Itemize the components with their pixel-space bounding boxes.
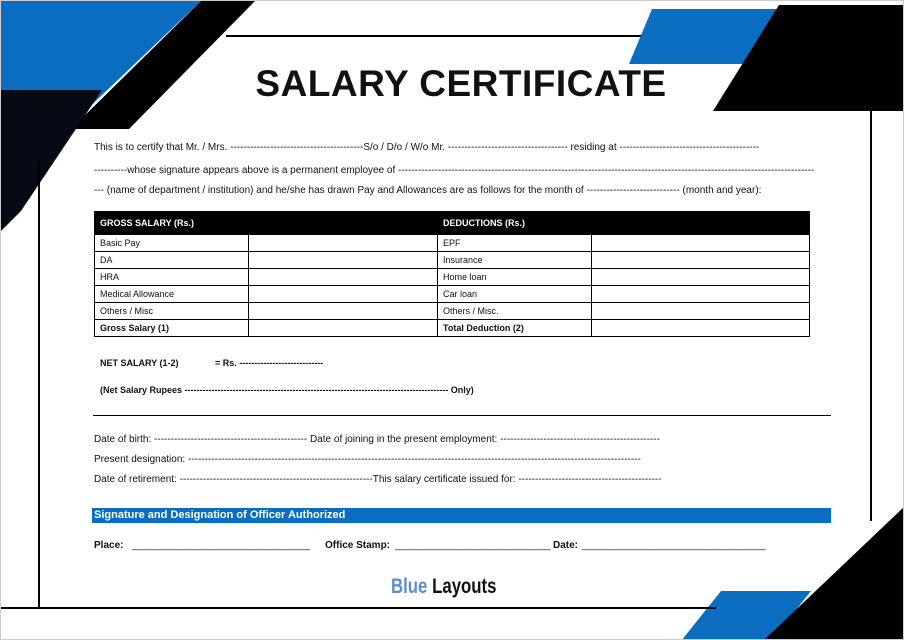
top-left-black-stripe (71, 1, 255, 129)
deduction-label: EPF (437, 234, 592, 252)
gross-total-cell[interactable] (248, 319, 438, 337)
earning-label: DA (94, 251, 249, 269)
earning-amount-cell[interactable] (248, 234, 438, 252)
date-field[interactable]: _________________________________ (582, 540, 766, 551)
deduction-label: Car loan (437, 285, 592, 303)
deduction-amount-cell[interactable] (591, 302, 810, 320)
office-stamp-label: Office Stamp: (325, 540, 391, 551)
salary-table: GROSS SALARY (Rs.) DEDUCTIONS (Rs.) Basi… (94, 211, 810, 337)
intro-line-2: ----------whose signature appears above … (94, 165, 815, 176)
place-field[interactable]: ________________________________ (132, 540, 310, 551)
earning-amount-cell[interactable] (248, 302, 438, 320)
deduction-label: Others / Misc. (437, 302, 592, 320)
earning-label: HRA (94, 268, 249, 286)
gross-salary-header: GROSS SALARY (Rs.) (94, 211, 438, 235)
top-right-black-shape (713, 5, 903, 111)
deduction-label: Insurance (437, 251, 592, 269)
details-line-2: Present designation: -------------------… (94, 454, 641, 465)
office-stamp-field[interactable]: ____________________________ (395, 540, 551, 551)
table-header: GROSS SALARY (Rs.) DEDUCTIONS (Rs.) (94, 211, 810, 235)
earning-amount-cell[interactable] (248, 268, 438, 286)
logo-blue-text: Blue (391, 575, 428, 598)
deduction-amount-cell[interactable] (591, 285, 810, 303)
deduction-total-cell[interactable] (591, 319, 810, 337)
details-line-1: Date of birth: -------------------------… (94, 434, 660, 445)
earning-amount-cell[interactable] (248, 251, 438, 269)
blue-layouts-logo: Blue Layouts (391, 575, 497, 599)
signature-bar: Signature and Designation of Officer Aut… (92, 508, 831, 523)
net-salary-words: (Net Salary Rupees ---------------------… (100, 385, 474, 395)
table-row: HRA Home loan (94, 268, 810, 286)
net-salary-label: NET SALARY (1-2) (100, 358, 179, 368)
logo-dark-text: Layouts (432, 575, 497, 598)
table-total-row: Gross Salary (1) Total Deduction (2) (94, 319, 810, 337)
table-row: Medical Allowance Car loan (94, 285, 810, 303)
net-salary-value: = Rs. ---------------------------- (215, 358, 324, 368)
bottom-right-black-shape (765, 507, 903, 639)
deduction-amount-cell[interactable] (591, 268, 810, 286)
divider (93, 415, 831, 416)
intro-line-1: This is to certify that Mr. / Mrs. -----… (94, 142, 760, 153)
intro-line-3: --- (name of department / institution) a… (94, 185, 762, 196)
deduction-amount-cell[interactable] (591, 251, 810, 269)
date-label: Date: (553, 540, 579, 551)
details-line-3: Date of retirement: --------------------… (94, 474, 662, 485)
earning-label: Medical Allowance (94, 285, 249, 303)
earning-label: Others / Misc (94, 302, 249, 320)
top-left-black-block (1, 90, 102, 231)
earning-label: Basic Pay (94, 234, 249, 252)
earning-amount-cell[interactable] (248, 285, 438, 303)
table-row: Basic Pay EPF (94, 234, 810, 252)
page-title: SALARY CERTIFICATE (255, 63, 667, 104)
gross-salary-total-label: Gross Salary (1) (94, 319, 249, 337)
table-row: DA Insurance (94, 251, 810, 269)
table-row: Others / Misc Others / Misc. (94, 302, 810, 320)
deduction-label: Home loan (437, 268, 592, 286)
deductions-header: DEDUCTIONS (Rs.) (437, 211, 810, 235)
deduction-amount-cell[interactable] (591, 234, 810, 252)
place-label: Place: (94, 540, 124, 551)
total-deduction-label: Total Deduction (2) (437, 319, 592, 337)
